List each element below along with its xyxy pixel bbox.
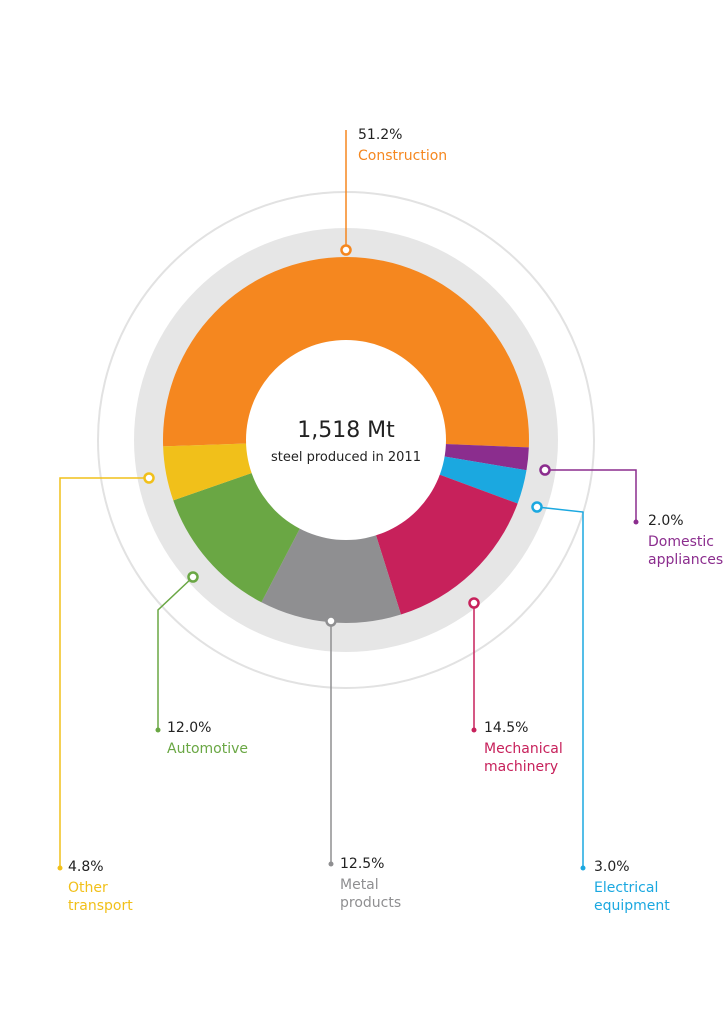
value-label: 51.2% xyxy=(358,126,402,144)
leader-end xyxy=(58,866,63,871)
page: {"chart_data": {"type": "donut", "center… xyxy=(0,0,728,1017)
callout-dot xyxy=(145,474,154,483)
leader-end xyxy=(472,728,477,733)
leader-line xyxy=(158,577,193,730)
center-label: steel produced in 2011 xyxy=(246,450,446,465)
value-label: 14.5% xyxy=(484,719,528,737)
callout-dot xyxy=(327,617,336,626)
leader-line xyxy=(537,507,583,868)
category-label: Metal products xyxy=(340,876,440,912)
category-label: Other transport xyxy=(68,879,168,915)
leader-end xyxy=(581,866,586,871)
callout-dot xyxy=(189,573,198,582)
callout-dot xyxy=(470,599,479,608)
category-label: Electrical equipment xyxy=(594,879,694,915)
center-value: 1,518 Mt xyxy=(246,418,446,443)
value-label: 2.0% xyxy=(648,512,684,530)
value-label: 4.8% xyxy=(68,858,104,876)
value-label: 12.5% xyxy=(340,855,384,873)
callout-dot xyxy=(342,246,351,255)
value-label: 3.0% xyxy=(594,858,630,876)
leader-end xyxy=(156,728,161,733)
category-label: Construction xyxy=(358,147,458,165)
callout-dot xyxy=(541,466,550,475)
callout-dot xyxy=(533,503,542,512)
category-label: Domestic appliances xyxy=(648,533,728,569)
leader-end xyxy=(329,862,334,867)
leader-line xyxy=(60,478,149,868)
category-label: Mechanical machinery xyxy=(484,740,584,776)
value-label: 12.0% xyxy=(167,719,211,737)
category-label: Automotive xyxy=(167,740,267,758)
leader-end xyxy=(634,520,639,525)
